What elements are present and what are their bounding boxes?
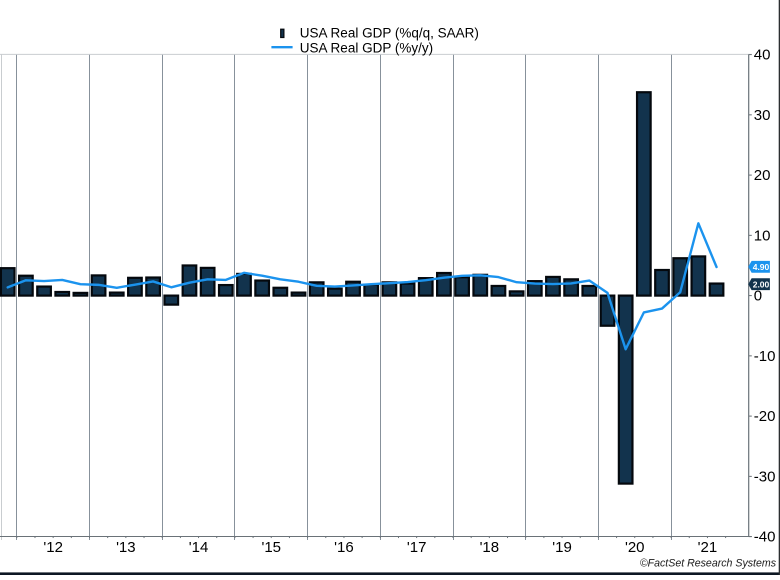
svg-text:'20: '20 (625, 539, 645, 556)
svg-text:'19: '19 (552, 539, 572, 556)
svg-text:-40: -40 (754, 529, 776, 546)
svg-text:-20: -20 (754, 408, 776, 425)
svg-text:-30: -30 (754, 468, 776, 485)
svg-text:'12: '12 (43, 539, 63, 556)
svg-text:'16: '16 (334, 539, 354, 556)
svg-text:40: 40 (754, 47, 771, 64)
svg-text:©FactSet Research Systems: ©FactSet Research Systems (640, 558, 777, 570)
svg-text:'17: '17 (407, 539, 427, 556)
svg-text:'15: '15 (261, 539, 281, 556)
svg-text:'14: '14 (189, 539, 209, 556)
svg-text:2.00: 2.00 (753, 279, 770, 289)
svg-text:10: 10 (754, 227, 771, 244)
svg-text:20: 20 (754, 167, 771, 184)
svg-text:30: 30 (754, 107, 771, 124)
svg-text:0: 0 (754, 288, 762, 305)
svg-text:'18: '18 (480, 539, 500, 556)
svg-text:4.90: 4.90 (753, 262, 770, 272)
svg-text:'13: '13 (116, 539, 136, 556)
svg-text:'21: '21 (698, 539, 718, 556)
svg-text:USA Real GDP (%q/q, SAAR): USA Real GDP (%q/q, SAAR) (300, 26, 479, 41)
svg-text:USA Real GDP (%y/y): USA Real GDP (%y/y) (300, 41, 433, 56)
svg-text:-10: -10 (754, 348, 776, 365)
